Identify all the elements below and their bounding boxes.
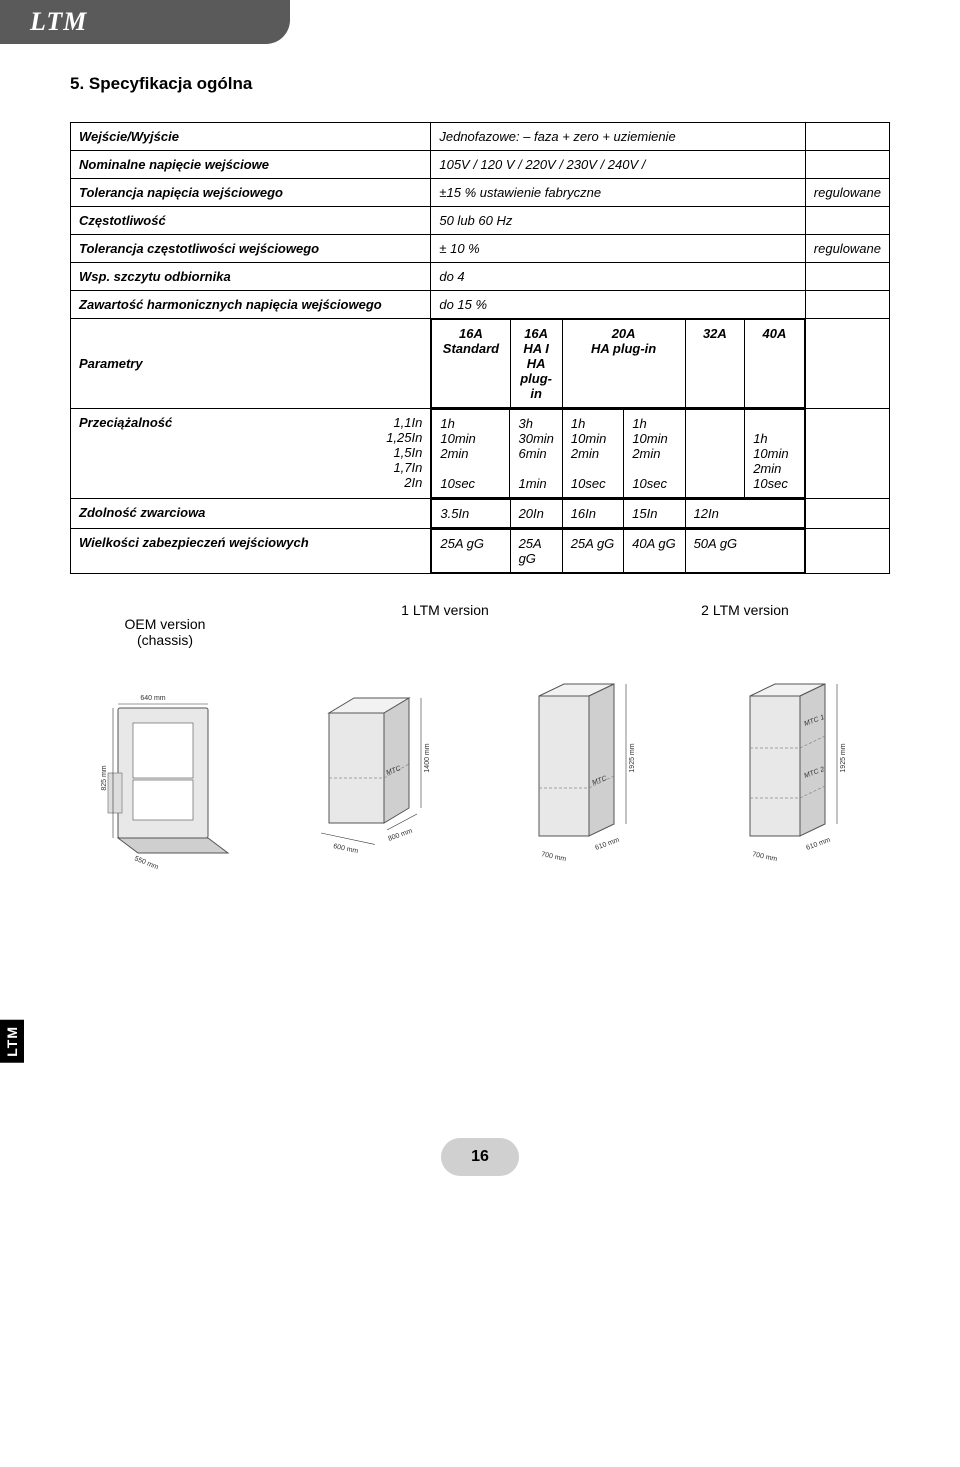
row-param-header: Parametry 16A Standard 16A HA I HA plug-…	[71, 319, 890, 409]
d3-h: 1925 mm	[840, 743, 847, 772]
row-io-blank	[805, 123, 889, 151]
version-oem: OEM version (chassis)	[70, 602, 260, 648]
page-number-wrap: 16	[0, 1138, 960, 1176]
row-freq-blank	[805, 207, 889, 235]
row-freq-label: Częstotliwość	[71, 207, 431, 235]
col-32a: 32A	[685, 320, 745, 408]
d2-d: 610 mm	[594, 837, 620, 852]
d1-d: 800 mm	[388, 828, 414, 843]
oem-dim-d: 550 mm	[133, 855, 159, 871]
d2-w: 700 mm	[540, 851, 566, 863]
row-tol-v: Tolerancja napięcia wejściowego ±15 % us…	[71, 179, 890, 207]
row-tol-v-note: regulowane	[805, 179, 889, 207]
d2-h: 1925 mm	[629, 743, 636, 772]
sc-1: 3.5In	[432, 500, 510, 528]
ov-c3b: 1h 10min 2min 10sec	[624, 410, 685, 498]
row-crest: Wsp. szczytu odbiornika do 4	[71, 263, 890, 291]
diagram-oem: 640 mm 825 mm 550 mm	[78, 678, 248, 878]
row-thd-blank	[805, 291, 889, 319]
col-16a-ha: 16A HA I HA plug-in	[510, 320, 562, 408]
sc-4: 15In	[624, 500, 685, 528]
row-crest-label: Wsp. szczytu odbiornika	[71, 263, 431, 291]
ov-c2: 3h 30min 6min 1min	[510, 410, 562, 498]
diagrams-row: 640 mm 825 mm 550 mm MTC 1400 mm 600 mm …	[70, 678, 890, 878]
row-io-label: Wejście/Wyjście	[71, 123, 431, 151]
row-tol-f: Tolerancja częstotliwości wejściowego ± …	[71, 235, 890, 263]
spec-table-upper: Wejście/Wyjście Jednofazowe: – faza + ze…	[70, 122, 890, 574]
row-io-val: Jednofazowe: – faza + zero + uziemienie	[431, 123, 805, 151]
row-tol-f-val: ± 10 %	[431, 235, 805, 263]
sc-3: 16In	[562, 500, 623, 528]
ov-c4	[685, 410, 744, 498]
row-thd-label: Zawartość harmonicznych napięcia wejścio…	[71, 291, 431, 319]
short-label: Zdolność zwarciowa	[71, 499, 431, 529]
d1-w: 600 mm	[333, 843, 359, 855]
fuse-blank	[805, 529, 889, 574]
row-nominal-blank	[805, 151, 889, 179]
row-tol-f-note: regulowane	[805, 235, 889, 263]
row-freq: Częstotliwość 50 lub 60 Hz	[71, 207, 890, 235]
fu-1: 25A gG	[432, 530, 510, 573]
ov-c5: 1h 10min 2min 10sec	[745, 410, 805, 498]
logo-text: LTM	[30, 7, 87, 37]
row-crest-blank	[805, 263, 889, 291]
page-number: 16	[441, 1138, 519, 1176]
version-2: 2 LTM version	[630, 602, 860, 648]
row-tol-v-label: Tolerancja napięcia wejściowego	[71, 179, 431, 207]
row-nominal: Nominalne napięcie wejściowe 105V / 120 …	[71, 151, 890, 179]
row-nominal-label: Nominalne napięcie wejściowe	[71, 151, 431, 179]
version-1: 1 LTM version	[260, 602, 630, 648]
row-short: Zdolność zwarciowa 3.5In 20In 16In 15In …	[71, 499, 890, 529]
row-crest-val: do 4	[431, 263, 805, 291]
short-blank	[805, 499, 889, 529]
diagram-1ltm-a: MTC 1400 mm 600 mm 800 mm	[269, 678, 459, 878]
ov-c1: 1h 10min 2min 10sec	[432, 410, 510, 498]
param-header-blank	[805, 319, 889, 409]
overload-blank	[805, 409, 889, 499]
col-20a: 20A HA plug-in	[562, 320, 685, 408]
row-overload: Przeciążalność 1,1In 1,25In 1,5In 1,7In …	[71, 409, 890, 499]
row-freq-val: 50 lub 60 Hz	[431, 207, 805, 235]
col-16a-std: 16A Standard	[432, 320, 510, 408]
d1-h: 1400 mm	[424, 743, 431, 772]
row-thd: Zawartość harmonicznych napięcia wejścio…	[71, 291, 890, 319]
overload-label: Przeciążalność	[79, 415, 326, 490]
row-fuse: Wielkości zabezpieczeń wejściowych 25A g…	[71, 529, 890, 574]
col-40a: 40A	[745, 320, 805, 408]
page-content: 5. Specyfikacja ogólna Wejście/Wyjście J…	[0, 44, 960, 878]
d3-d: 610 mm	[806, 837, 832, 852]
row-nominal-val: 105V / 120 V / 220V / 230V / 240V /	[431, 151, 805, 179]
version-labels: OEM version (chassis) 1 LTM version 2 LT…	[70, 602, 890, 648]
diagram-2ltm: MTC 1 MTC 2 1925 mm 700 mm 610 mm	[692, 678, 882, 878]
param-header-label: Parametry	[71, 319, 431, 409]
sc-5: 12In	[685, 500, 804, 528]
ov-c3a: 1h 10min 2min 10sec	[562, 410, 623, 498]
oem-dim-h: 825 mm	[101, 765, 108, 790]
d3-w: 700 mm	[752, 851, 778, 863]
oem-dim-w: 640 mm	[140, 695, 165, 702]
row-io: Wejście/Wyjście Jednofazowe: – faza + ze…	[71, 123, 890, 151]
sc-2: 20In	[510, 500, 562, 528]
fu-5: 50A gG	[685, 530, 804, 573]
diagram-1ltm-b: MTC 1925 mm 700 mm 610 mm	[481, 678, 671, 878]
fu-2: 25A gG	[510, 530, 562, 573]
row-thd-val: do 15 %	[431, 291, 805, 319]
overload-levels: 1,1In 1,25In 1,5In 1,7In 2In	[326, 415, 422, 490]
fu-4: 40A gG	[624, 530, 685, 573]
fuse-label: Wielkości zabezpieczeń wejściowych	[71, 529, 431, 574]
fu-3: 25A gG	[562, 530, 623, 573]
section-title: 5. Specyfikacja ogólna	[70, 74, 890, 94]
row-tol-f-label: Tolerancja częstotliwości wejściowego	[71, 235, 431, 263]
row-tol-v-val: ±15 % ustawienie fabryczne	[431, 179, 805, 207]
header-bar: LTM	[0, 0, 290, 44]
side-tab: LTM	[0, 1020, 24, 1063]
